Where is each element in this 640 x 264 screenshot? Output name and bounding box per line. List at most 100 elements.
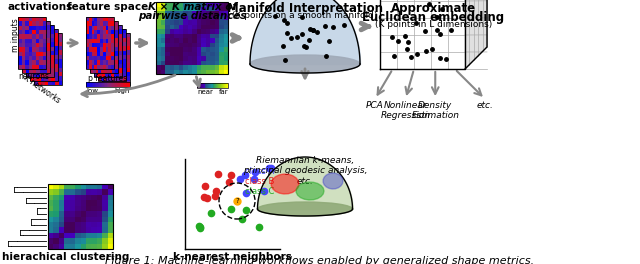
Bar <box>101 42 104 46</box>
Polygon shape <box>271 174 299 194</box>
Bar <box>25 52 29 56</box>
Bar <box>33 42 36 47</box>
Bar <box>102 46 105 50</box>
Bar <box>118 46 120 51</box>
Bar <box>119 73 122 77</box>
Bar <box>40 47 44 51</box>
Bar <box>179 16 183 20</box>
Bar <box>33 25 36 29</box>
Bar <box>97 30 100 34</box>
Bar <box>200 83 201 88</box>
Bar <box>47 64 50 69</box>
Bar <box>22 39 25 43</box>
Bar <box>199 83 200 88</box>
Bar <box>127 63 130 68</box>
Bar <box>223 43 228 47</box>
Bar <box>92 206 97 211</box>
Bar <box>36 38 40 42</box>
Bar <box>104 59 106 64</box>
Bar <box>214 56 219 60</box>
Bar <box>156 20 161 25</box>
Bar <box>36 38 40 43</box>
Bar <box>108 29 111 34</box>
Bar <box>33 21 36 25</box>
Bar <box>205 16 210 20</box>
Polygon shape <box>323 173 343 189</box>
Bar <box>29 39 32 43</box>
Bar <box>18 26 22 30</box>
Bar <box>26 64 29 69</box>
Bar <box>116 76 119 81</box>
Bar <box>202 83 204 88</box>
Bar <box>44 42 47 46</box>
Bar <box>29 42 33 47</box>
Bar <box>161 29 165 34</box>
Bar <box>22 17 25 21</box>
Bar <box>104 51 106 55</box>
Bar <box>192 69 196 74</box>
Bar <box>211 83 212 88</box>
Bar <box>92 238 97 244</box>
Bar <box>111 68 114 73</box>
Bar <box>174 7 179 11</box>
Bar <box>161 65 165 69</box>
Bar <box>108 233 113 238</box>
Bar <box>97 17 100 21</box>
Bar <box>111 60 114 64</box>
Bar <box>47 38 50 43</box>
Bar <box>48 244 53 249</box>
Bar <box>108 33 110 37</box>
Bar <box>161 60 165 65</box>
Bar <box>95 56 97 60</box>
Bar <box>35 56 39 60</box>
Bar <box>75 200 81 206</box>
Bar <box>30 59 33 64</box>
Bar <box>93 60 95 64</box>
Bar <box>105 64 108 68</box>
Bar <box>58 42 62 46</box>
Bar <box>86 195 92 200</box>
Bar <box>44 64 47 68</box>
Text: m inputs: m inputs <box>10 18 19 52</box>
Bar <box>214 65 219 69</box>
Bar <box>214 47 219 51</box>
Bar <box>54 42 58 46</box>
Bar <box>111 81 113 85</box>
Bar <box>102 34 105 38</box>
Bar <box>70 200 75 206</box>
Bar <box>51 50 55 55</box>
Bar <box>51 55 54 59</box>
Bar <box>223 38 228 43</box>
Bar <box>55 42 58 46</box>
Bar <box>59 184 64 189</box>
Bar <box>113 72 116 76</box>
Bar <box>165 69 170 74</box>
Bar <box>100 68 102 73</box>
Bar <box>44 55 47 60</box>
Bar <box>107 64 109 69</box>
Bar <box>106 43 108 47</box>
Bar <box>124 59 127 63</box>
Bar <box>36 43 40 47</box>
Bar <box>113 42 116 46</box>
Bar <box>111 73 114 77</box>
Polygon shape <box>465 0 487 69</box>
Bar <box>42 26 46 30</box>
Bar <box>29 26 32 30</box>
Bar <box>42 39 46 43</box>
Bar <box>93 56 95 60</box>
Bar <box>205 38 210 43</box>
Bar <box>97 55 100 60</box>
Bar <box>205 83 206 88</box>
Bar <box>81 200 86 206</box>
Bar <box>29 30 32 34</box>
Bar <box>119 50 122 55</box>
Bar <box>36 60 40 64</box>
Bar <box>40 72 44 77</box>
Bar <box>33 38 37 42</box>
Bar <box>26 73 29 77</box>
Bar <box>92 47 95 52</box>
Bar <box>89 56 92 60</box>
Bar <box>109 77 112 81</box>
Bar <box>192 56 196 60</box>
